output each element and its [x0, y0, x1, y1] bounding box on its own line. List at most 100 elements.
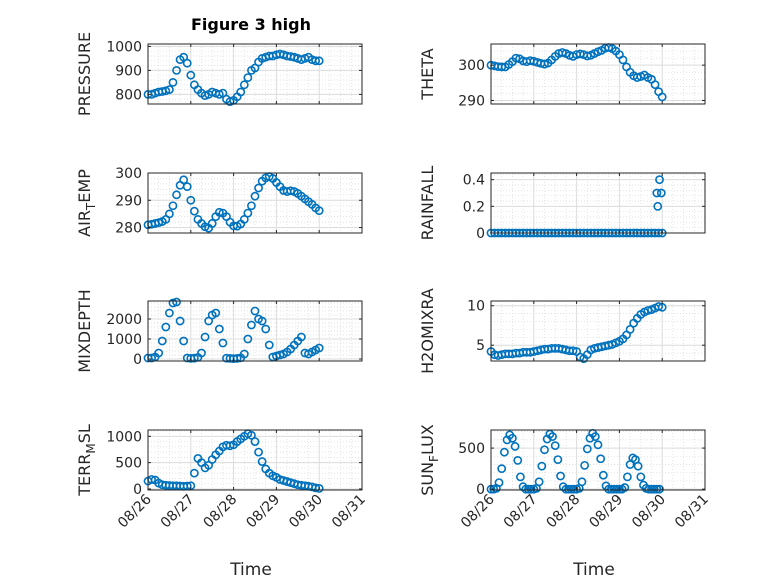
data-point [656, 188, 666, 198]
data-point [654, 302, 664, 311]
data-point [189, 206, 199, 216]
data-point [314, 484, 324, 493]
data-point [516, 472, 525, 482]
y-axis-label: TERRMSL [75, 424, 98, 497]
data-point [250, 437, 260, 446]
data-point [207, 219, 217, 228]
y-tick-label: 2000 [106, 312, 142, 328]
y-tick-label: 0 [476, 226, 485, 242]
data-point [590, 432, 600, 441]
data-point [247, 320, 256, 330]
data-point [580, 460, 590, 470]
y-tick-label: 1000 [106, 39, 142, 55]
y-tick-label: 800 [115, 87, 142, 103]
figure-title: Figure 3 high [191, 15, 311, 34]
data-point [618, 55, 628, 65]
data-point [609, 484, 619, 494]
data-point [524, 484, 533, 494]
data-point [168, 201, 178, 211]
data-point [164, 308, 174, 318]
data-point [494, 478, 504, 488]
data-point [537, 461, 547, 471]
data-point [623, 472, 632, 482]
x-axis-label-right: Time [572, 560, 615, 580]
data-point [511, 53, 521, 63]
data-point [513, 456, 523, 465]
data-point [186, 195, 196, 205]
data-point [257, 457, 267, 466]
data-point [261, 324, 271, 334]
data-point [197, 348, 206, 358]
data-point [508, 433, 517, 443]
subplot-3: 280 290 300 AIRTEMP [75, 166, 363, 237]
data-point [653, 201, 663, 211]
y-tick-label: 300 [115, 166, 142, 182]
data-point [200, 332, 210, 342]
y-axis-label-subscript: T [84, 202, 98, 211]
y-tick-label: 280 [115, 221, 142, 237]
data-point [286, 186, 296, 196]
y-axis-label: H2OMIXRA [418, 288, 437, 374]
data-point [250, 306, 260, 316]
subplot-4: 0 0.2 0.4 RAINFALL [418, 166, 706, 242]
data-series [143, 429, 324, 493]
y-axis-label-part: EMP [75, 169, 94, 203]
y-axis-label-part: SUN [418, 462, 437, 496]
data-point [564, 484, 573, 494]
y-axis-label-subscript: M [84, 443, 98, 453]
axes-box [147, 172, 363, 234]
y-axis-label: SUNFLUX [418, 424, 441, 496]
y-tick-label: 500 [115, 456, 142, 472]
data-point [612, 484, 622, 494]
data-point [625, 325, 635, 334]
y-axis-label-subscript: F [427, 455, 441, 462]
data-point [179, 336, 189, 346]
data-point [243, 208, 253, 218]
data-point [534, 477, 544, 487]
data-series [143, 297, 324, 363]
data-point [168, 298, 178, 308]
data-series [486, 428, 664, 494]
axes-box [490, 172, 706, 234]
data-point [652, 188, 662, 198]
data-point [633, 461, 643, 471]
data-point [239, 349, 249, 359]
data-point [239, 214, 249, 224]
data-point [550, 441, 560, 451]
data-point [211, 308, 221, 318]
data-point [649, 484, 659, 494]
data-point [526, 484, 536, 494]
y-axis-label-part: LUX [418, 424, 437, 455]
y-axis-label: THETA [418, 48, 437, 100]
subplot-6: 5 10 H2OMIXRA [418, 288, 706, 374]
data-point [168, 78, 178, 87]
data-point [182, 182, 192, 192]
y-axis-label: MIXDEPTH [75, 289, 94, 372]
data-point [243, 334, 253, 344]
data-point [566, 484, 576, 494]
data-point [172, 190, 181, 200]
y-tick-label: 900 [115, 63, 142, 79]
data-point [556, 471, 565, 481]
data-point [296, 332, 306, 342]
y-tick-label: 0 [133, 352, 142, 368]
data-point [598, 470, 608, 480]
data-point [239, 80, 249, 90]
data-point [179, 175, 189, 185]
data-point [218, 338, 228, 348]
data-point [172, 297, 181, 307]
data-point [189, 468, 199, 478]
y-tick-label: 290 [458, 93, 485, 109]
y-tick-label: 0.4 [463, 173, 485, 189]
y-tick-label: 290 [115, 193, 142, 209]
data-point [553, 455, 563, 464]
data-point [548, 432, 557, 441]
data-point [182, 58, 192, 68]
axes-box [490, 300, 706, 362]
data-point [604, 484, 614, 494]
data-point [620, 483, 630, 492]
data-point [186, 70, 196, 80]
subplot-5: 0 1000 2000 MIXDEPTH [75, 289, 363, 373]
y-tick-label: 10 [467, 299, 485, 315]
data-point [314, 56, 324, 66]
